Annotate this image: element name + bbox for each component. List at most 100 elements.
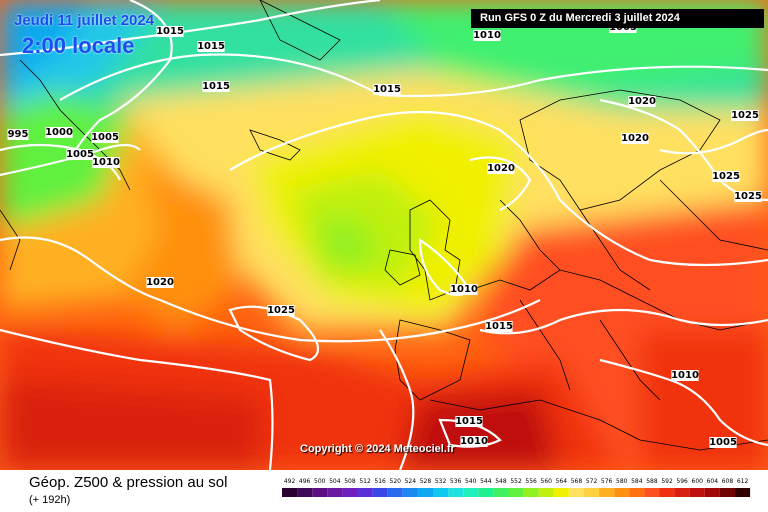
isobar-label-bg	[91, 132, 119, 143]
color-scale-tick-label: 508	[344, 478, 356, 485]
color-scale-swatch	[342, 488, 358, 497]
color-scale-swatch	[357, 488, 373, 497]
color-scale-swatch	[584, 488, 600, 497]
color-scale-tick-label: 540	[465, 478, 477, 485]
isobar-label-bg	[485, 321, 513, 332]
isobar-label: 1025	[712, 171, 740, 182]
color-scale-swatch	[508, 488, 524, 497]
isobar-label: 1020	[146, 277, 174, 288]
color-scale-tick-label: 612	[736, 478, 749, 485]
isobar-label-bg	[709, 437, 737, 448]
color-scale-tick-label: 600	[691, 478, 703, 485]
color-scale-swatch	[523, 488, 539, 497]
color-scale-tick-label: 584	[631, 478, 643, 485]
isobar-label-bg	[621, 133, 649, 144]
isobar-label-bg	[731, 110, 759, 121]
isobar-label-group: 1015101510101005101510159951000100510051…	[7, 22, 762, 448]
color-scale-tick-label: 492	[283, 478, 296, 485]
geopotential-field	[0, 0, 768, 470]
isobar-label-bg	[66, 149, 94, 160]
color-scale-tick-label: 556	[525, 478, 537, 485]
color-scale-swatch	[297, 488, 313, 497]
color-scale-tick-label: 580	[616, 478, 628, 485]
isobar-label-bg	[628, 96, 656, 107]
isobar-label-bg	[712, 171, 740, 182]
isobar-label-bg	[146, 277, 174, 288]
isobar-label-bg	[202, 81, 230, 92]
color-scale-swatch	[538, 488, 554, 497]
color-scale-tick-label: 572	[585, 478, 598, 485]
color-scale-swatch	[282, 488, 298, 497]
color-scale-swatch	[568, 488, 584, 497]
forecast-lead-time: (+ 192h)	[29, 494, 71, 506]
color-scale-swatch	[644, 488, 660, 497]
color-scale-swatch	[629, 488, 645, 497]
color-scale-swatch	[659, 488, 675, 497]
isobar-label: 1020	[621, 133, 649, 144]
isobar-label: 995	[8, 129, 29, 140]
color-scale-tick-label: 500	[314, 478, 326, 485]
isobar-label: 1005	[709, 437, 737, 448]
isobar-label-bg	[267, 305, 295, 316]
color-scale-swatch	[689, 488, 705, 497]
forecast-time: 2:00 locale	[22, 33, 135, 58]
isobar-label: 1020	[487, 163, 515, 174]
color-scale-tick-label: 564	[555, 478, 568, 485]
isobar-label: 1020	[628, 96, 656, 107]
isobar-label-bg	[197, 41, 225, 52]
color-scale-swatch	[674, 488, 690, 497]
isobar-label-bg	[373, 84, 401, 95]
color-scale-tick-label: 496	[298, 478, 311, 485]
color-scale-swatch	[312, 488, 328, 497]
isobar-label: 1025	[734, 191, 762, 202]
color-scale-tick-label: 604	[706, 478, 719, 485]
color-scale-swatch	[433, 488, 449, 497]
pressure-map: 1015101510101005101510159951000100510051…	[0, 0, 768, 470]
color-scale-swatch	[614, 488, 630, 497]
isobar-label: 1015	[156, 26, 184, 37]
color-scale-tick-label: 568	[570, 478, 583, 485]
parameter-title: Géop. Z500 & pression au sol	[29, 474, 228, 491]
color-scale-swatch	[478, 488, 494, 497]
color-scale-tick-label: 592	[661, 478, 673, 485]
isobar-label-bg	[473, 30, 501, 41]
isobar-label: 1015	[202, 81, 230, 92]
color-scale-swatch	[417, 488, 433, 497]
model-run-label: Run GFS 0 Z du Mercredi 3 juillet 2024	[471, 9, 764, 28]
color-scale-tick-label: 532	[434, 478, 447, 485]
isobar-label: 1015	[197, 41, 225, 52]
color-scale-tick-label: 560	[540, 478, 552, 485]
color-scale-swatch	[402, 488, 418, 497]
isobar-label: 1005	[91, 132, 119, 143]
color-scale-swatch	[327, 488, 343, 497]
isobar-label-bg	[92, 157, 120, 168]
color-scale-swatch	[553, 488, 569, 497]
isobar-label: 1025	[731, 110, 759, 121]
isobar-label: 1010	[671, 370, 699, 381]
isobar-label: 1010	[473, 30, 501, 41]
isobar-label: 1015	[455, 416, 483, 427]
isobar-label-bg	[450, 284, 478, 295]
color-scale-tick-label: 528	[419, 478, 432, 485]
color-scale-bar	[282, 488, 751, 497]
color-scale-tick-label: 608	[721, 478, 734, 485]
copyright-notice: Copyright © 2024 Meteociel.fr	[300, 443, 455, 455]
color-scale-tick-label: 516	[374, 478, 386, 485]
isobar-label-bg	[156, 26, 184, 37]
color-scale-swatch	[599, 488, 615, 497]
color-scale-tick-label: 588	[646, 478, 658, 485]
color-scale-tick-label: 524	[404, 478, 417, 485]
isobar-label: 1005	[66, 149, 94, 160]
isobar-label: 1010	[92, 157, 120, 168]
isobar-label: 1000	[45, 127, 73, 138]
isobar-label: 1010	[460, 436, 488, 447]
isobar-label: 1015	[485, 321, 513, 332]
color-scale-tick-label: 596	[676, 478, 688, 485]
color-scale-swatch	[448, 488, 464, 497]
color-scale-swatch	[463, 488, 479, 497]
color-scale-swatch	[719, 488, 735, 497]
color-scale-tick-label: 576	[600, 478, 613, 485]
color-scale-swatch	[372, 488, 388, 497]
color-scale-swatch	[735, 488, 751, 497]
color-scale-tick-label: 520	[389, 478, 401, 485]
